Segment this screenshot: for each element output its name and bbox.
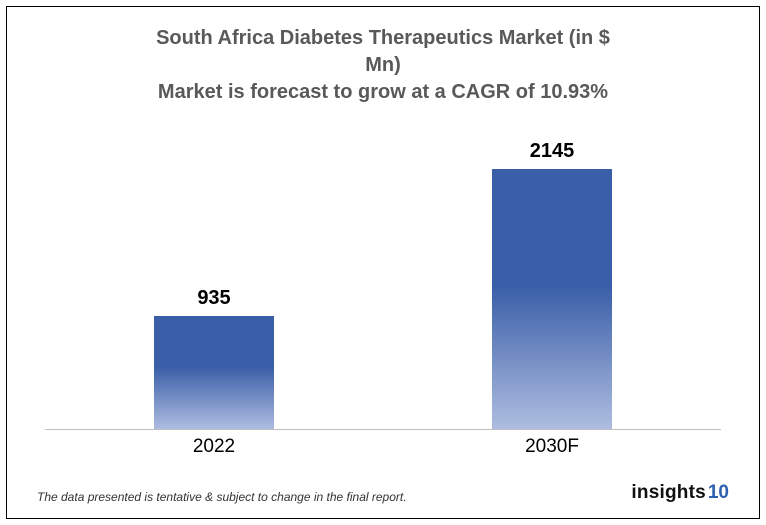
disclaimer-text: The data presented is tentative & subjec… [37,490,407,504]
title-line-2: Mn) [35,52,731,79]
footer: The data presented is tentative & subjec… [35,482,731,504]
logo-accent: 10 [708,482,729,504]
x-axis-labels: 2022 2030F [45,430,721,464]
brand-logo: insights10 [631,482,729,504]
title-line-1: South Africa Diabetes Therapeutics Marke… [35,25,731,52]
bar-value-label-0: 935 [197,287,230,310]
bar-value-label-1: 2145 [530,140,575,163]
chart-area: 935 2145 2022 2030F [45,120,721,464]
bar-group-0: 935 [45,287,383,429]
bar-group-1: 2145 [383,140,721,429]
chart-title: South Africa Diabetes Therapeutics Marke… [35,25,731,106]
bar-1 [492,169,612,429]
x-label-1: 2030F [383,430,721,464]
chart-frame: South Africa Diabetes Therapeutics Marke… [6,6,760,519]
bar-0 [154,316,274,429]
title-line-3: Market is forecast to grow at a CAGR of … [35,79,731,106]
logo-word: insights [631,482,705,504]
x-label-0: 2022 [45,430,383,464]
plot-region: 935 2145 [45,120,721,430]
